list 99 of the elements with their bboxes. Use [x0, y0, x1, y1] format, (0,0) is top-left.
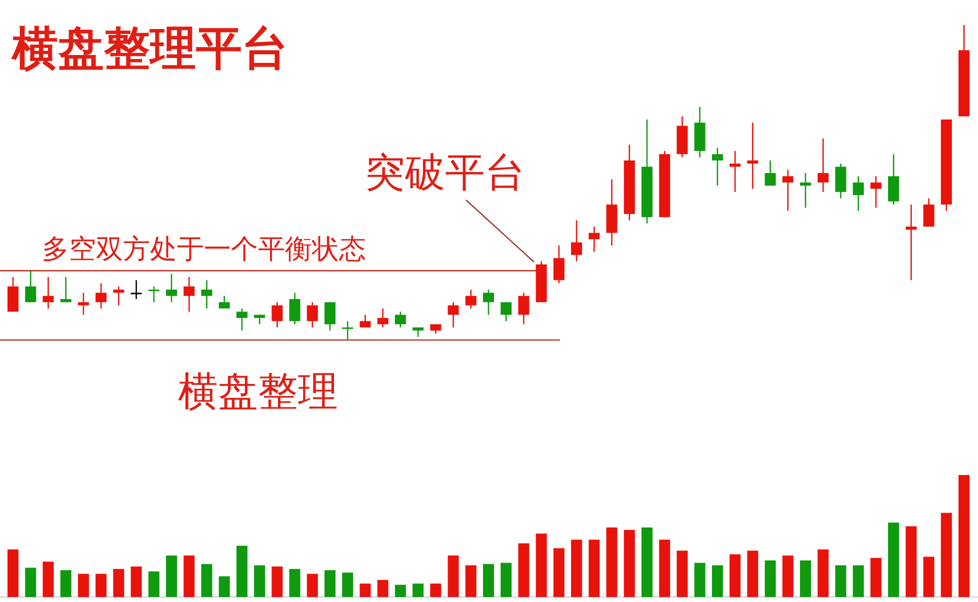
candlestick	[218, 295, 230, 310]
text: 横盘整理	[178, 369, 338, 415]
bar	[747, 550, 758, 597]
bar	[113, 568, 124, 597]
candlestick	[782, 169, 794, 212]
candlestick	[166, 273, 177, 303]
bar	[430, 584, 442, 597]
bar	[42, 562, 54, 597]
bar	[130, 566, 142, 597]
candlestick	[906, 204, 917, 281]
candlestick	[588, 226, 600, 252]
bar	[412, 584, 424, 597]
candlestick	[184, 276, 195, 312]
bar	[60, 570, 72, 597]
bar	[923, 556, 934, 597]
bar	[852, 565, 864, 597]
candlestick	[394, 311, 406, 328]
candlestick	[465, 288, 476, 310]
bar	[553, 548, 564, 597]
bar	[166, 556, 177, 597]
candlestick	[852, 176, 864, 212]
bar	[659, 540, 670, 597]
bar	[940, 512, 952, 597]
bar	[571, 540, 582, 597]
bar	[201, 564, 212, 597]
candlestick	[818, 138, 829, 193]
bar	[272, 566, 283, 597]
candlestick	[130, 280, 142, 300]
bar	[394, 584, 406, 597]
bar	[148, 571, 160, 597]
bar	[958, 475, 970, 597]
bar	[764, 560, 776, 597]
bar	[694, 562, 706, 597]
candlestick	[800, 172, 811, 208]
bar	[184, 556, 195, 597]
candlestick	[377, 308, 388, 328]
bar	[254, 565, 266, 597]
bar	[906, 526, 917, 597]
candlestick	[483, 288, 494, 316]
bar	[500, 562, 512, 597]
candlestick	[730, 150, 741, 193]
candlestick	[553, 244, 564, 284]
bar	[676, 550, 688, 597]
bar	[306, 574, 318, 597]
candlestick	[60, 276, 72, 303]
bar	[360, 584, 371, 597]
bar	[518, 543, 530, 597]
bar	[324, 570, 336, 597]
bar	[818, 549, 829, 597]
bar	[218, 576, 230, 597]
chart-title: 横盘整理平台	[10, 21, 288, 75]
candlestick	[764, 160, 776, 186]
candlestick	[712, 147, 723, 186]
candlestick	[236, 308, 248, 332]
candlestick	[96, 282, 107, 310]
bar	[800, 560, 811, 597]
annotation: 多空双方处于一个平衡状态	[42, 234, 366, 265]
bar	[78, 574, 89, 597]
candlestick	[923, 198, 934, 228]
bar	[606, 527, 618, 597]
bar	[624, 530, 635, 597]
bar	[730, 554, 741, 597]
candlestick	[360, 314, 371, 328]
bar	[448, 556, 459, 597]
candlestick	[148, 286, 160, 303]
candlestick	[201, 280, 212, 310]
bar	[642, 527, 652, 597]
candlestick	[42, 276, 54, 310]
bar	[236, 546, 248, 597]
bar	[835, 565, 846, 597]
candlestick	[78, 292, 89, 316]
bar	[465, 565, 476, 597]
candlestick	[25, 270, 36, 303]
annotation: 突破平台	[365, 150, 525, 196]
candlestick	[324, 302, 336, 332]
candlestick	[500, 302, 512, 322]
bar	[588, 540, 600, 597]
bar	[888, 522, 900, 597]
bar	[289, 568, 300, 597]
candlestick	[571, 220, 582, 262]
bar	[8, 549, 18, 597]
candlestick	[113, 286, 124, 306]
candlestick	[306, 302, 318, 328]
bar	[377, 580, 388, 597]
bar	[96, 574, 107, 597]
bar	[536, 534, 547, 597]
bar	[483, 564, 494, 597]
bar	[782, 556, 794, 597]
bar	[712, 565, 723, 597]
candlestick	[448, 302, 459, 328]
candlestick	[342, 320, 354, 341]
bar	[870, 558, 882, 597]
candlestick	[870, 176, 882, 208]
candlestick	[289, 292, 300, 325]
bar	[342, 572, 354, 597]
bar	[25, 568, 36, 597]
candlestick	[747, 122, 758, 190]
candlestick	[272, 302, 283, 328]
candlestick	[518, 292, 530, 325]
